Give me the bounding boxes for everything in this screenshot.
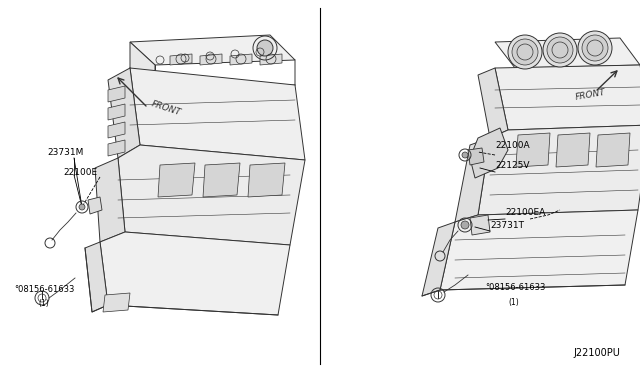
Text: 22100A: 22100A xyxy=(495,141,530,150)
Circle shape xyxy=(462,152,468,158)
Text: 22100EA: 22100EA xyxy=(505,208,545,217)
Polygon shape xyxy=(596,133,630,167)
Text: J22100PU: J22100PU xyxy=(573,348,620,358)
Polygon shape xyxy=(556,133,590,167)
Polygon shape xyxy=(170,54,192,65)
Polygon shape xyxy=(200,54,222,65)
Circle shape xyxy=(79,204,85,210)
Circle shape xyxy=(578,31,612,65)
Circle shape xyxy=(582,35,608,61)
Circle shape xyxy=(543,33,577,67)
Polygon shape xyxy=(248,163,285,197)
Circle shape xyxy=(547,37,573,63)
Polygon shape xyxy=(260,54,282,65)
Circle shape xyxy=(257,40,273,56)
Polygon shape xyxy=(468,148,484,165)
Polygon shape xyxy=(103,293,130,312)
Polygon shape xyxy=(470,128,508,178)
Polygon shape xyxy=(88,197,102,214)
Polygon shape xyxy=(230,54,252,65)
Polygon shape xyxy=(203,163,240,197)
Text: 22125V: 22125V xyxy=(495,161,529,170)
Polygon shape xyxy=(130,68,305,160)
Polygon shape xyxy=(95,158,125,242)
Polygon shape xyxy=(108,104,125,120)
Polygon shape xyxy=(85,242,108,312)
Text: FRONT: FRONT xyxy=(150,99,182,117)
Polygon shape xyxy=(108,122,125,138)
Polygon shape xyxy=(158,163,195,197)
Text: °08156-61633: °08156-61633 xyxy=(485,283,545,292)
Polygon shape xyxy=(470,215,490,235)
Circle shape xyxy=(512,39,538,65)
Polygon shape xyxy=(108,140,125,156)
Text: (1): (1) xyxy=(508,298,519,307)
Polygon shape xyxy=(478,68,508,138)
Polygon shape xyxy=(422,222,455,296)
Polygon shape xyxy=(130,35,295,65)
Polygon shape xyxy=(516,133,550,167)
Polygon shape xyxy=(108,86,125,102)
Polygon shape xyxy=(455,138,490,222)
Polygon shape xyxy=(108,68,140,158)
Text: 22100E: 22100E xyxy=(63,168,97,177)
Polygon shape xyxy=(478,125,640,215)
Circle shape xyxy=(508,35,542,69)
Polygon shape xyxy=(130,42,155,90)
Text: 23731M: 23731M xyxy=(47,148,83,157)
Polygon shape xyxy=(495,65,640,130)
Text: FRONT: FRONT xyxy=(575,88,607,102)
Circle shape xyxy=(461,221,469,229)
Polygon shape xyxy=(495,38,640,68)
Polygon shape xyxy=(440,210,638,290)
Text: °08156-61633: °08156-61633 xyxy=(14,285,74,294)
Text: (1): (1) xyxy=(38,299,49,308)
Text: 23731T: 23731T xyxy=(490,221,524,230)
Polygon shape xyxy=(100,232,290,315)
Polygon shape xyxy=(118,145,305,245)
